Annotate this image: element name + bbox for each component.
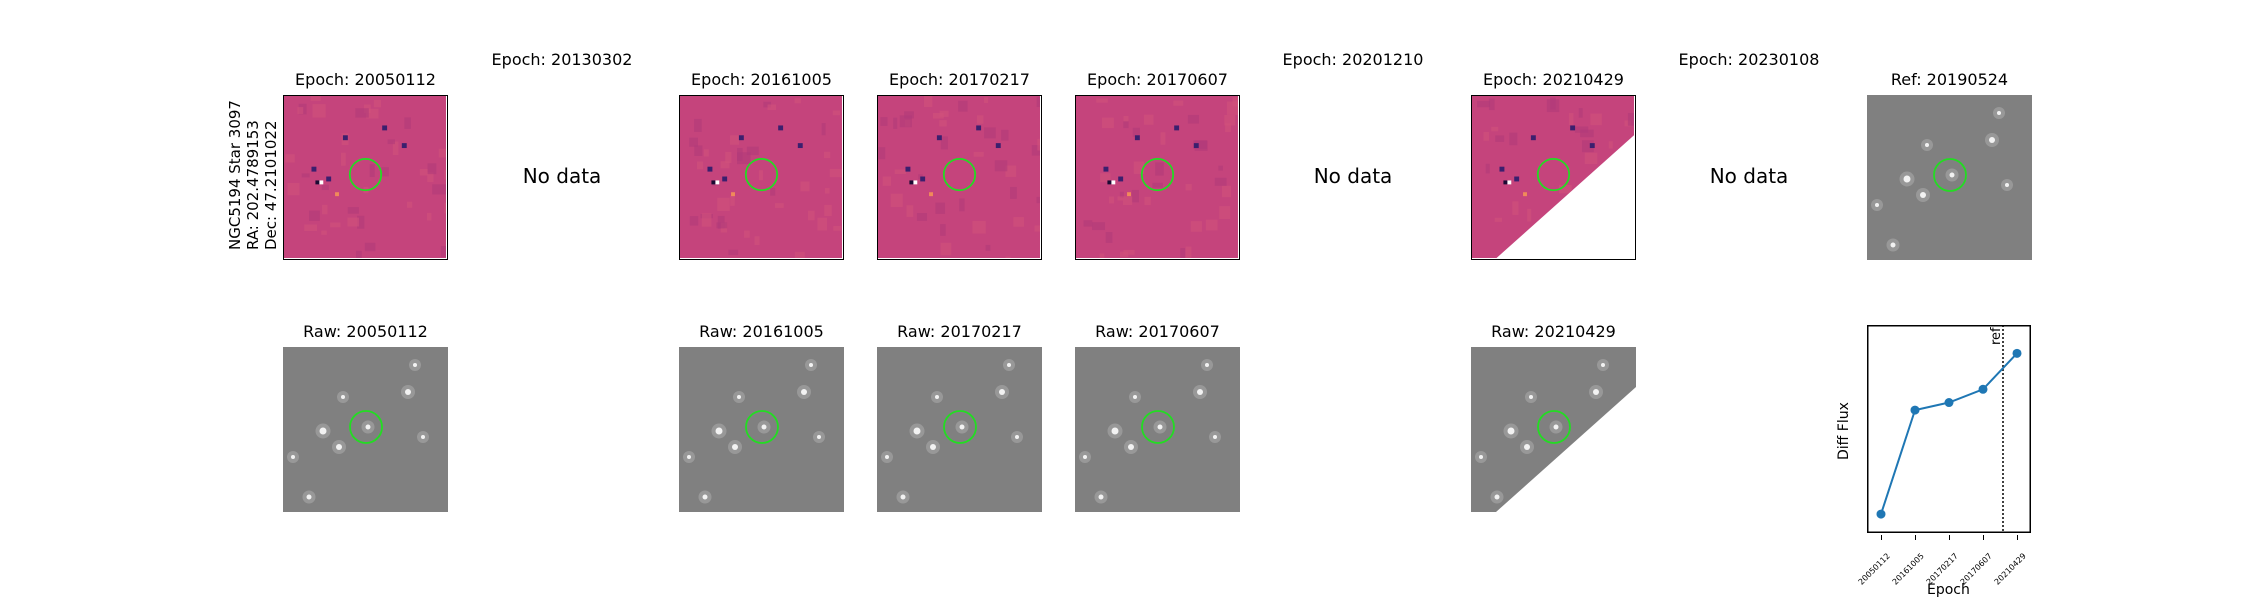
target-ra: RA: 202.4789153 <box>244 120 262 250</box>
raw-title: Raw: 20210429 <box>1491 322 1616 341</box>
difference-image-canvas <box>680 96 842 258</box>
raw-image-canvas <box>1471 347 1636 512</box>
difference-image-canvas <box>1472 96 1634 258</box>
raw-image <box>283 347 448 512</box>
reference-image <box>1867 95 2032 260</box>
x-tick <box>1949 535 1950 540</box>
epoch-title: Epoch: 20161005 <box>691 70 832 89</box>
no-data-label: No data <box>1313 164 1393 188</box>
difference-image <box>1471 95 1636 260</box>
raw-image-canvas <box>679 347 844 512</box>
epoch-title: Epoch: 20201210 <box>1282 50 1424 69</box>
x-tick-label: 20161005 <box>1890 551 1926 587</box>
difference-image-canvas <box>284 96 446 258</box>
x-tick <box>1915 535 1916 540</box>
difference-image-canvas <box>1076 96 1238 258</box>
x-tick-label: 20210429 <box>1992 551 2028 587</box>
difference-image-canvas <box>878 96 1040 258</box>
raw-title: Raw: 20170217 <box>897 322 1022 341</box>
data-point <box>1876 509 1886 519</box>
epoch-title: Epoch: 20210429 <box>1483 70 1624 89</box>
epoch-title: Epoch: 20050112 <box>295 70 436 89</box>
x-tick-label: 20170607 <box>1958 551 1994 587</box>
data-point <box>1910 405 1920 415</box>
x-tick <box>2017 535 2018 540</box>
target-dec: Dec: 47.2101022 <box>262 120 280 250</box>
y-axis-label: Diff Flux <box>1836 402 1852 460</box>
reference-image-canvas <box>1867 95 2032 260</box>
raw-image-canvas <box>283 347 448 512</box>
epoch-title: Epoch: 20230108 <box>1678 50 1820 69</box>
x-tick <box>1983 535 1984 540</box>
raw-image-canvas <box>877 347 1042 512</box>
x-tick <box>1881 535 1882 540</box>
raw-image-canvas <box>1075 347 1240 512</box>
x-axis-label: Epoch <box>1927 582 1970 598</box>
raw-title: Raw: 20170607 <box>1095 322 1220 341</box>
target-info-label: NGC5194 Star 3097 RA: 202.4789153 Dec: 4… <box>226 100 280 250</box>
data-point <box>1944 398 1954 408</box>
epoch-title: Epoch: 20170607 <box>1087 70 1228 89</box>
epoch-title: Epoch: 20130302 <box>491 50 633 69</box>
difference-image <box>679 95 844 260</box>
epoch-title: Epoch: 20170217 <box>889 70 1030 89</box>
data-point <box>2012 348 2022 358</box>
no-data-label: No data <box>522 164 602 188</box>
raw-image <box>679 347 844 512</box>
reference-title: Ref: 20190524 <box>1890 70 2009 89</box>
raw-title: Raw: 20161005 <box>699 322 824 341</box>
ref-line-label: ref <box>1989 327 2004 345</box>
data-point <box>1978 384 1988 394</box>
light-curve-plot: ref <box>1867 325 2031 533</box>
raw-title: Raw: 20050112 <box>303 322 428 341</box>
difference-image <box>283 95 448 260</box>
target-name: NGC5194 Star 3097 <box>226 100 244 250</box>
raw-image <box>877 347 1042 512</box>
difference-image <box>877 95 1042 260</box>
plot-frame <box>1867 325 2031 533</box>
light-curve-chart: ref <box>1867 325 2032 535</box>
raw-image <box>1075 347 1240 512</box>
difference-image <box>1075 95 1240 260</box>
raw-image <box>1471 347 1636 512</box>
x-tick-label: 20050112 <box>1856 551 1892 587</box>
no-data-label: No data <box>1709 164 1789 188</box>
